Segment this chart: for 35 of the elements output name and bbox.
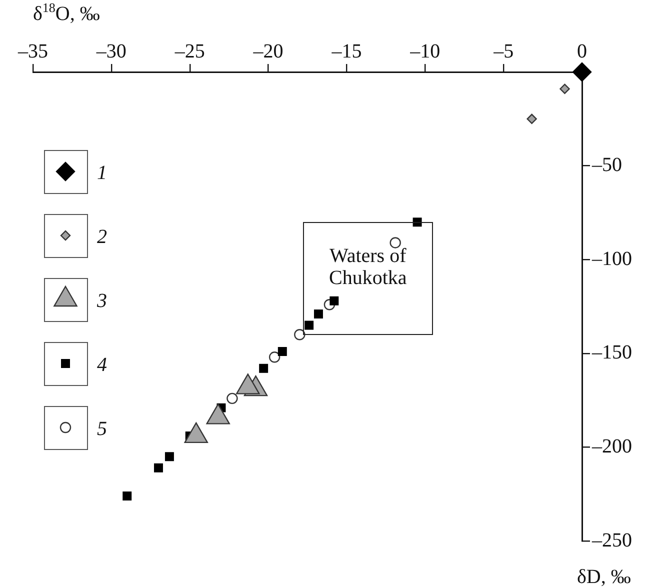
point	[154, 463, 163, 472]
point	[226, 392, 238, 404]
x-tick-label: –20	[252, 40, 284, 62]
y-tick-label: –50	[591, 154, 622, 176]
y-tick-label: –200	[591, 435, 632, 458]
point	[390, 237, 401, 248]
x-tick-label: –35	[17, 40, 48, 62]
point	[268, 352, 280, 363]
legend-label: 1	[97, 162, 107, 184]
point	[278, 347, 287, 356]
point	[122, 491, 132, 500]
x-tick-label: –30	[95, 40, 126, 62]
point	[294, 329, 306, 340]
point	[330, 296, 339, 306]
x-tick-label: –25	[174, 40, 205, 62]
legend-label: 3	[96, 290, 107, 312]
legend-label: 2	[97, 226, 107, 248]
x-tick-label: –15	[330, 40, 362, 62]
x-tick-label: –10	[409, 40, 440, 62]
y-tick-label: –100	[591, 248, 632, 270]
point	[526, 114, 537, 124]
annotation: Waters of Chukotka	[329, 245, 407, 290]
y-axis-title: δD, ‰	[577, 566, 631, 587]
point	[304, 320, 314, 330]
legend-label: 4	[97, 354, 107, 376]
point	[572, 62, 592, 82]
point	[164, 452, 174, 462]
x-tick-label: 0	[577, 40, 587, 62]
point	[259, 364, 268, 373]
point	[314, 310, 323, 318]
y-tick-label: –250	[591, 529, 632, 552]
y-tick-label: –150	[591, 342, 632, 364]
legend-label: 5	[97, 418, 107, 440]
point	[560, 84, 570, 94]
x-tick-label: –5	[492, 40, 514, 62]
